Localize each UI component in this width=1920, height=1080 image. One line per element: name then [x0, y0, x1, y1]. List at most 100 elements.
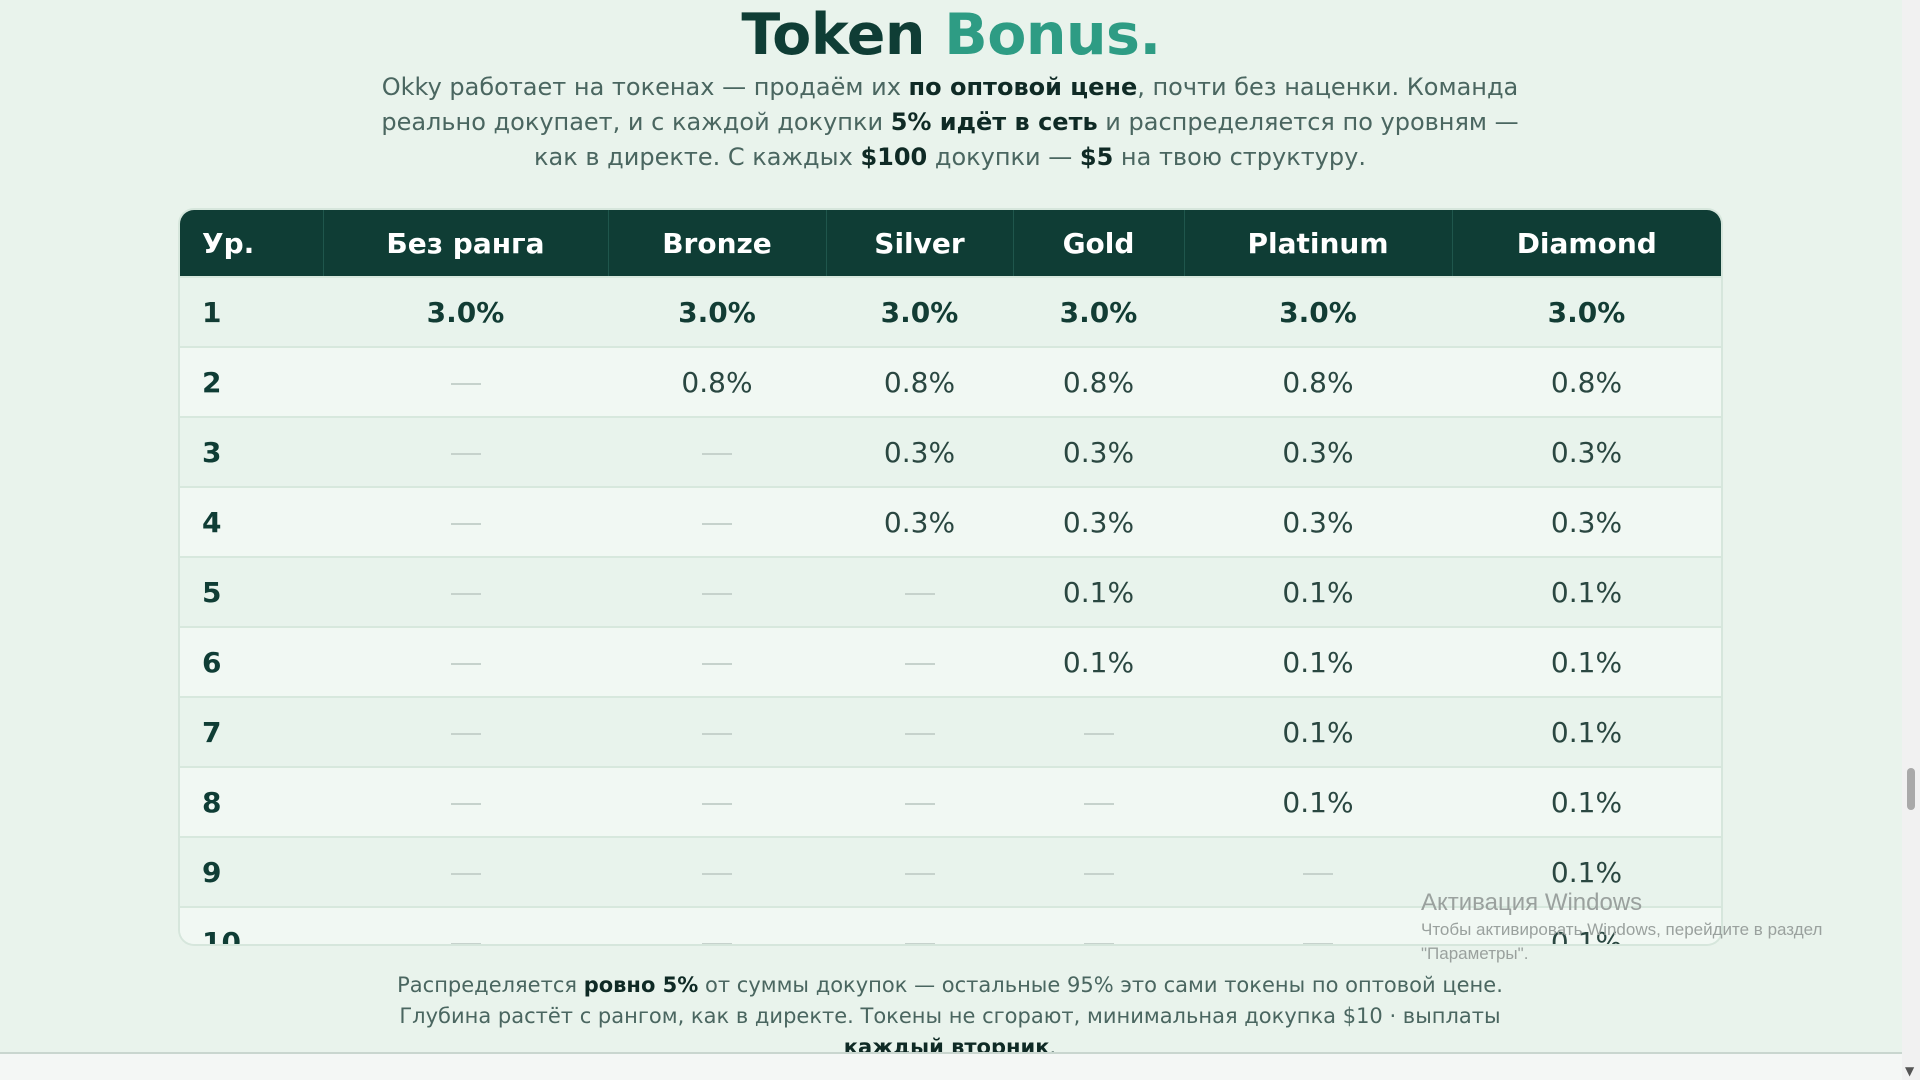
- page-scrollbar[interactable]: ▼: [1902, 0, 1920, 1080]
- dash-mark: [702, 662, 732, 665]
- percent-cell: 0.8%: [1184, 346, 1452, 417]
- scroll-down-arrow-icon[interactable]: ▼: [1905, 1064, 1915, 1078]
- section-divider: [0, 1052, 1902, 1054]
- table-row: 9 0.1%: [180, 836, 1721, 907]
- dash-mark: [904, 732, 935, 735]
- dash-mark: [1083, 872, 1114, 875]
- empty-cell: [323, 626, 608, 697]
- intro-p5: на твою структуру.: [1113, 143, 1366, 171]
- title-main: Token: [741, 2, 925, 68]
- percent-cell: 3.0%: [826, 276, 1013, 347]
- dash-mark: [450, 522, 481, 525]
- empty-cell: [1013, 836, 1184, 907]
- page: Token Bonus. Okky работает на токенах — …: [180, 2, 1721, 1059]
- footnote-p1: Распределяется: [397, 973, 584, 997]
- empty-cell: [323, 346, 608, 417]
- percent-cell: 3.0%: [608, 276, 826, 347]
- empty-cell: [1013, 696, 1184, 767]
- percent-cell: 0.1%: [1184, 626, 1452, 697]
- dash-mark: [450, 662, 481, 665]
- watermark-subtitle: Чтобы активировать Windows, перейдите в …: [1421, 920, 1823, 963]
- footnote-b1: ровно 5%: [583, 973, 699, 997]
- percent-cell: 0.3%: [1452, 486, 1721, 557]
- empty-cell: [1184, 906, 1452, 944]
- empty-cell: [323, 486, 608, 557]
- empty-cell: [323, 696, 608, 767]
- percent-cell: 3.0%: [323, 276, 608, 347]
- intro-b4: $5: [1079, 143, 1114, 171]
- percent-cell: 0.3%: [1184, 416, 1452, 487]
- dash-mark: [702, 942, 732, 944]
- level-cell: 1: [180, 276, 323, 347]
- intro-p2: , почти без наценки. Команда реально док…: [381, 73, 1519, 136]
- percent-cell: 0.1%: [1013, 556, 1184, 627]
- intro-b2: 5% идёт в сеть: [890, 108, 1098, 136]
- empty-cell: [826, 696, 1013, 767]
- percent-cell: 0.3%: [1452, 416, 1721, 487]
- dash-mark: [450, 382, 481, 385]
- percent-cell: 0.1%: [1452, 906, 1721, 944]
- bonus-table: Ур. Без ранга Bronze Silver Gold Platinu…: [180, 210, 1721, 944]
- dash-mark: [1083, 942, 1114, 944]
- dash-mark: [450, 942, 481, 944]
- empty-cell: [608, 486, 826, 557]
- header-cell-gold: Gold: [1012, 210, 1184, 277]
- footnote-text: Распределяется ровно 5% от суммы докупок…: [380, 970, 1520, 1063]
- empty-cell: [826, 836, 1013, 907]
- table-row: 7 0.1% 0.1%: [180, 696, 1721, 767]
- percent-cell: 0.8%: [826, 346, 1013, 417]
- table-row: 8 0.1% 0.1%: [180, 766, 1721, 837]
- intro-p4: докупки —: [927, 143, 1080, 171]
- empty-cell: [323, 836, 608, 907]
- level-cell: 8: [180, 766, 323, 837]
- level-cell: 6: [180, 626, 323, 697]
- scrollbar-thumb[interactable]: [1907, 768, 1915, 810]
- windows-activation-watermark: Активация Windows Чтобы активировать Win…: [1421, 888, 1871, 966]
- empty-cell: [608, 556, 826, 627]
- dash-mark: [450, 452, 481, 455]
- dash-mark: [702, 592, 732, 595]
- percent-cell: 0.1%: [1184, 556, 1452, 627]
- intro-b1: по оптовой цене: [908, 73, 1138, 101]
- intro-b3: $100: [860, 143, 928, 171]
- dash-mark: [450, 732, 481, 735]
- percent-cell: 0.1%: [1013, 626, 1184, 697]
- header-cell-diamond: Diamond: [1451, 210, 1721, 277]
- dash-mark: [702, 872, 732, 875]
- footnote-p2: от суммы докупок — остальные 95% это сам…: [399, 973, 1503, 1028]
- empty-cell: [323, 906, 608, 944]
- title-accent: Bonus.: [944, 2, 1161, 68]
- empty-cell: [323, 416, 608, 487]
- percent-cell: 0.3%: [1013, 416, 1184, 487]
- percent-cell: 0.3%: [826, 416, 1013, 487]
- table-row: 5 0.1% 0.1% 0.1%: [180, 556, 1721, 627]
- percent-cell: 0.8%: [608, 346, 826, 417]
- header-cell-bronze: Bronze: [607, 210, 826, 277]
- empty-cell: [826, 766, 1013, 837]
- empty-cell: [608, 906, 826, 944]
- watermark-title: Активация Windows: [1421, 889, 1643, 916]
- dash-mark: [904, 942, 935, 944]
- intro-text: Okky работает на токенах — продаём их по…: [380, 70, 1520, 175]
- dash-mark: [702, 452, 732, 455]
- percent-cell: 3.0%: [1184, 276, 1452, 347]
- dash-mark: [702, 732, 732, 735]
- table-row: 10 0.1%: [180, 906, 1721, 944]
- header-cell-no-rank: Без ранга: [322, 210, 608, 277]
- level-cell: 7: [180, 696, 323, 767]
- percent-cell: 0.1%: [1452, 696, 1721, 767]
- dash-mark: [1083, 802, 1114, 805]
- footnote-p3: .: [1049, 1035, 1057, 1059]
- percent-cell: 0.1%: [1452, 766, 1721, 837]
- table-row: 1 3.0% 3.0% 3.0% 3.0% 3.0% 3.0%: [180, 276, 1721, 347]
- dash-mark: [450, 592, 481, 595]
- level-cell: 10: [180, 906, 323, 944]
- percent-cell: 0.3%: [1013, 486, 1184, 557]
- percent-cell: 3.0%: [1013, 276, 1184, 347]
- empty-cell: [1184, 836, 1452, 907]
- dash-mark: [1303, 942, 1333, 944]
- table-row: 2 0.8% 0.8% 0.8% 0.8% 0.8%: [180, 346, 1721, 417]
- percent-cell: 0.3%: [826, 486, 1013, 557]
- table-row: 4 0.3% 0.3% 0.3% 0.3%: [180, 486, 1721, 557]
- empty-cell: [608, 696, 826, 767]
